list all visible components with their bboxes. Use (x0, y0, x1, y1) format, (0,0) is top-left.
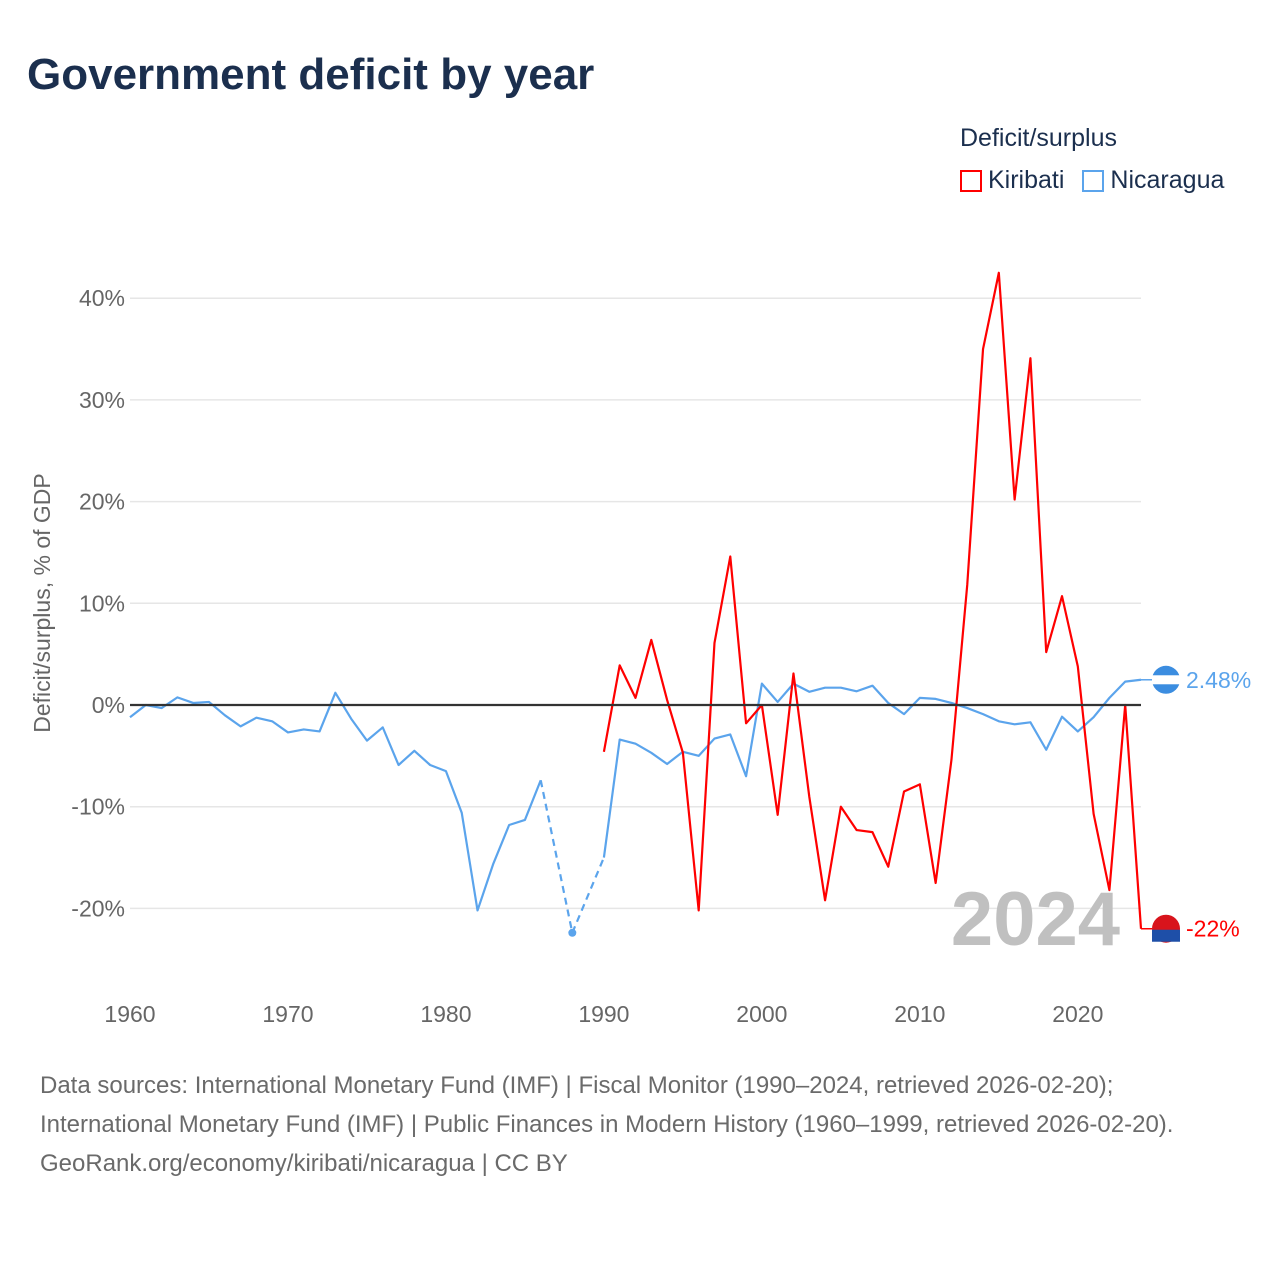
series-gap-nicaragua (571, 857, 605, 934)
y-tick-label: 20% (79, 489, 125, 515)
y-axis-label: Deficit/surplus, % of GDP (29, 473, 55, 732)
x-tick-label: 2000 (736, 1001, 787, 1027)
y-tick-label: 40% (79, 285, 125, 311)
y-tick-label: 10% (79, 590, 125, 616)
legend-label-nicaragua: Nicaragua (1110, 166, 1225, 194)
flag-stripe (1152, 675, 1180, 685)
legend: Kiribati Nicaragua (960, 166, 1224, 195)
legend-swatch-nicaragua (1082, 169, 1105, 192)
x-tick-label: 2020 (1052, 1001, 1103, 1027)
legend-title: Deficit/surplus (960, 124, 1117, 152)
y-tick-label: -20% (71, 895, 125, 921)
credit-link[interactable]: GeoRank.org/economy/kiribati/nicaragua |… (40, 1150, 568, 1177)
footer: Data sources: International Monetary Fun… (40, 1066, 1240, 1183)
series-line-kiribati (602, 271, 1143, 929)
x-tick-label: 1990 (578, 1001, 629, 1027)
year-watermark: 2024 (951, 877, 1120, 962)
end-label-kiribati: -22% (1186, 916, 1240, 942)
series-line-nicaragua (129, 691, 542, 912)
data-sources: Data sources: International Monetary Fun… (40, 1072, 1174, 1138)
x-tick-label: 1970 (262, 1001, 313, 1027)
flag-stripe (1152, 929, 1180, 942)
legend-item-nicaragua[interactable]: Nicaragua (1082, 166, 1224, 195)
chart-title: Government deficit by year (27, 50, 595, 99)
legend-item-kiribati[interactable]: Kiribati (960, 166, 1064, 195)
x-tick-label: 1960 (104, 1001, 155, 1027)
series-gap-nicaragua (539, 780, 574, 934)
y-tick-label: 30% (79, 387, 125, 413)
series-line-nicaragua (602, 678, 1142, 858)
y-tick-label: 0% (92, 692, 125, 718)
x-tick-label: 2010 (894, 1001, 945, 1027)
x-tick-label: 1980 (420, 1001, 471, 1027)
end-label-nicaragua: 2.48% (1186, 667, 1251, 693)
y-tick-label: -10% (71, 794, 125, 820)
legend-swatch-kiribati (960, 169, 982, 192)
legend-label-kiribati: Kiribati (988, 166, 1065, 194)
